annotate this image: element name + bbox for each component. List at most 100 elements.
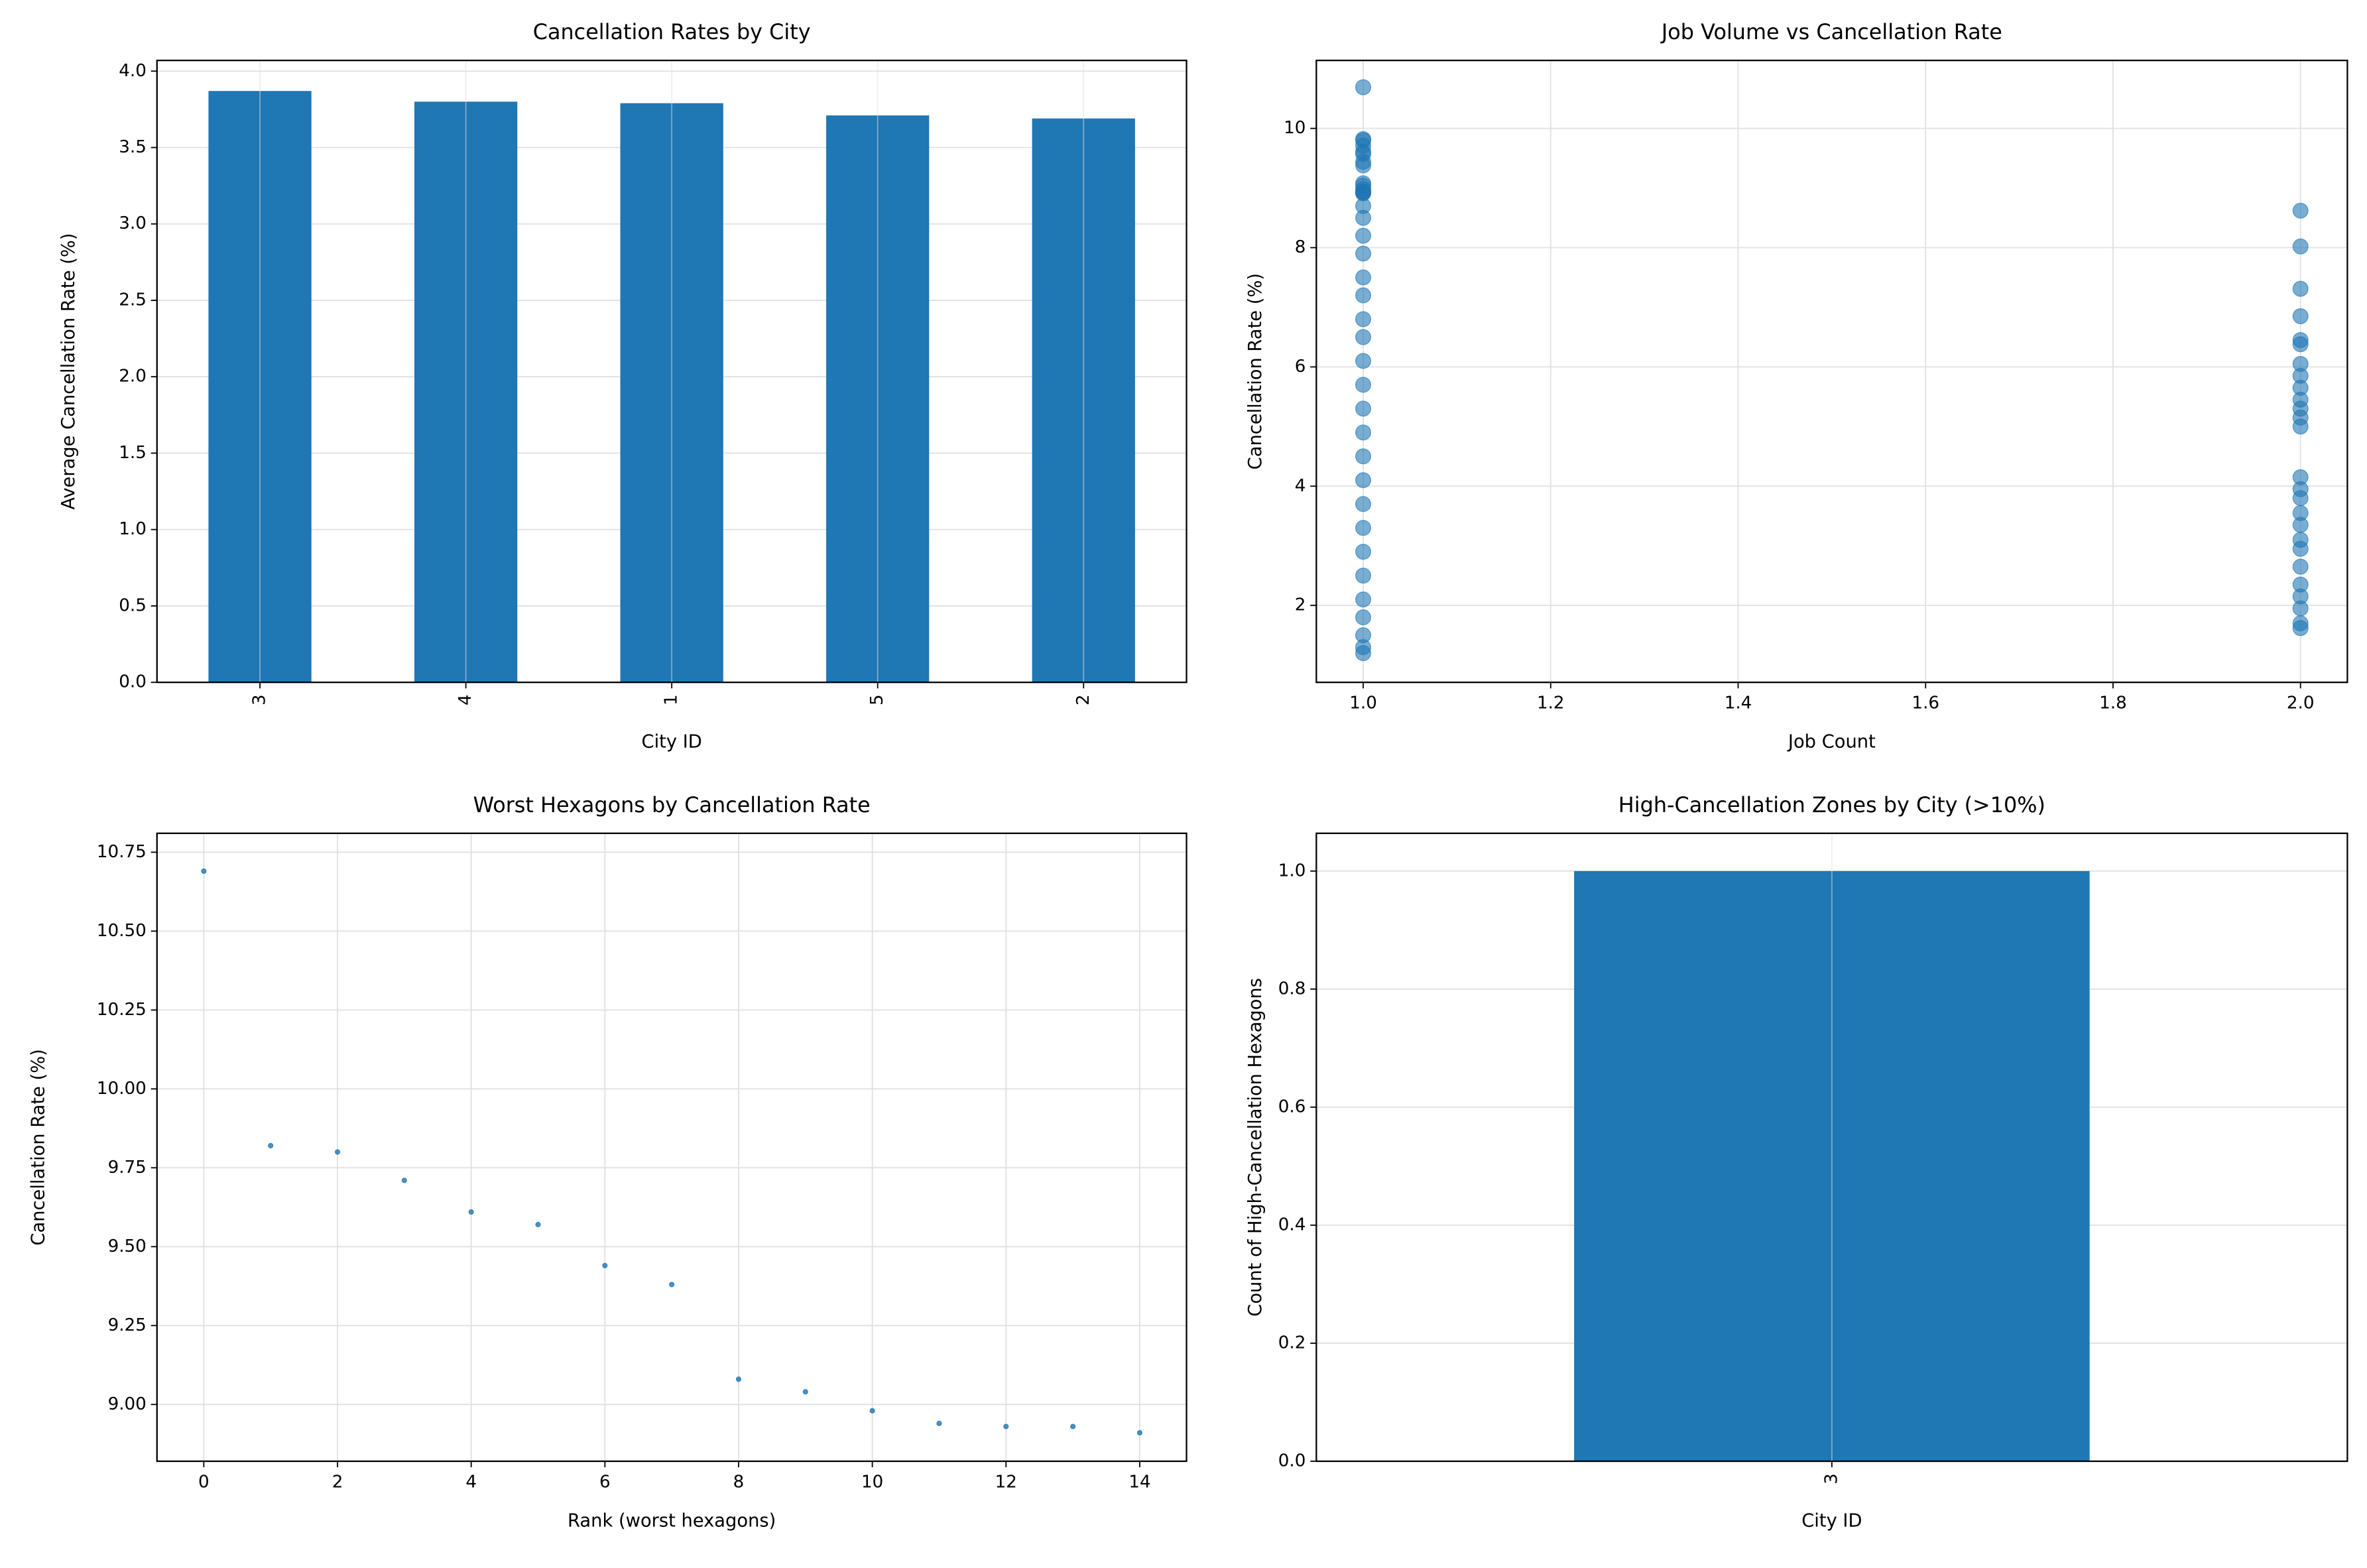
x-tick-label: 1.4 [1725,694,1752,713]
point [1355,245,1372,262]
point [2292,418,2309,435]
x-tick-label: 12 [995,1472,1017,1492]
axes-frame [1315,59,2348,684]
y-tick-label: 0.0 [119,672,147,692]
y-tick-label: 3.0 [119,213,147,233]
point [2292,558,2309,575]
x-axis-label: Job Count [1787,732,1876,753]
y-tick-label: 4.0 [119,61,147,81]
point [2292,490,2309,507]
x-tick-label: 2 [1073,694,1093,705]
y-tick-label: 8 [1295,237,1306,257]
point [1355,329,1372,345]
x-tick-label: 5 [867,694,887,705]
point [2292,308,2309,325]
point [602,1262,608,1268]
y-tick-label: 10.75 [97,842,147,862]
y-tick-label: 3.5 [119,137,147,157]
point [1355,269,1372,286]
point [669,1282,675,1288]
point [1355,645,1372,662]
point [1355,544,1372,560]
point [2292,202,2309,219]
y-tick-label: 1.5 [119,443,147,463]
x-tick-label: 3 [250,694,270,705]
x-tick-label: 1.6 [1912,694,1939,713]
point [1355,520,1372,536]
point [1355,400,1372,417]
y-tick-label: 1.0 [1278,861,1306,880]
x-tick-label: 8 [733,1472,745,1492]
x-tick-label: 0 [198,1472,210,1492]
y-tick-label: 9.00 [108,1394,147,1414]
point [1355,591,1372,608]
point [1070,1423,1076,1429]
point [2292,600,2309,617]
y-axis-label: Cancellation Rate (%) [1245,273,1266,469]
y-tick-label: 6 [1295,357,1306,377]
point [1355,496,1372,513]
point [334,1149,341,1155]
y-tick-label: 9.25 [108,1315,147,1335]
point [468,1209,474,1215]
x-axis-label: Rank (worst hexagons) [568,1511,776,1532]
point [2292,516,2309,533]
point [2292,620,2309,636]
x-tick-label: 1.8 [2099,694,2127,713]
point [1355,568,1372,584]
point [1136,1430,1143,1436]
y-tick-label: 2.5 [119,290,147,310]
x-tick-label: 2.0 [2287,694,2315,713]
x-tick-label: 1.2 [1537,694,1565,713]
y-tick-label: 1.0 [119,519,147,539]
point [1355,157,1372,174]
x-tick-label: 6 [599,1472,611,1492]
point [735,1376,742,1382]
point [1355,609,1372,626]
y-tick-label: 4 [1295,476,1306,496]
x-tick-label: 14 [1128,1472,1150,1492]
point [936,1420,942,1426]
x-tick-label: 10 [861,1472,883,1492]
point [201,868,207,874]
axes-frame [1315,832,2348,1463]
point [2292,280,2309,297]
y-tick-label: 10 [1284,118,1305,138]
y-axis-label: Average Cancellation Rate (%) [58,233,79,510]
point [869,1408,875,1414]
point [1355,79,1372,95]
point [1355,472,1372,489]
point [1355,311,1372,328]
point [1355,353,1372,369]
y-axis-label: Count of High-Cancellation Hexagons [1245,978,1266,1317]
y-tick-label: 0.4 [1278,1215,1306,1235]
point [268,1142,274,1149]
point [1355,424,1372,441]
point [1003,1423,1009,1429]
point [802,1389,808,1395]
axes-frame [156,59,1187,684]
y-tick-label: 0.8 [1278,979,1306,998]
chart-title: High-Cancellation Zones by City (>10%) [1618,792,2045,817]
chart-title: Worst Hexagons by Cancellation Rate [473,792,871,817]
y-tick-label: 2 [1295,595,1306,615]
point [1355,287,1372,304]
y-tick-label: 0.0 [1278,1451,1306,1471]
y-tick-label: 0.2 [1278,1333,1306,1353]
point [1355,210,1372,226]
y-tick-label: 0.6 [1278,1097,1306,1116]
point [2292,336,2309,353]
x-tick-label: 1.0 [1349,694,1377,713]
x-axis-label: City ID [1801,1511,1862,1532]
y-tick-label: 2.0 [119,367,147,387]
y-axis-label: Cancellation Rate (%) [29,1049,49,1245]
point [2292,540,2309,557]
point [2292,238,2309,255]
x-tick-label: 4 [465,1472,477,1492]
y-tick-label: 9.50 [108,1236,147,1256]
chart-title: Cancellation Rates by City [533,19,811,44]
point [1355,377,1372,393]
y-tick-label: 9.75 [108,1158,147,1177]
x-tick-label: 4 [455,694,475,705]
